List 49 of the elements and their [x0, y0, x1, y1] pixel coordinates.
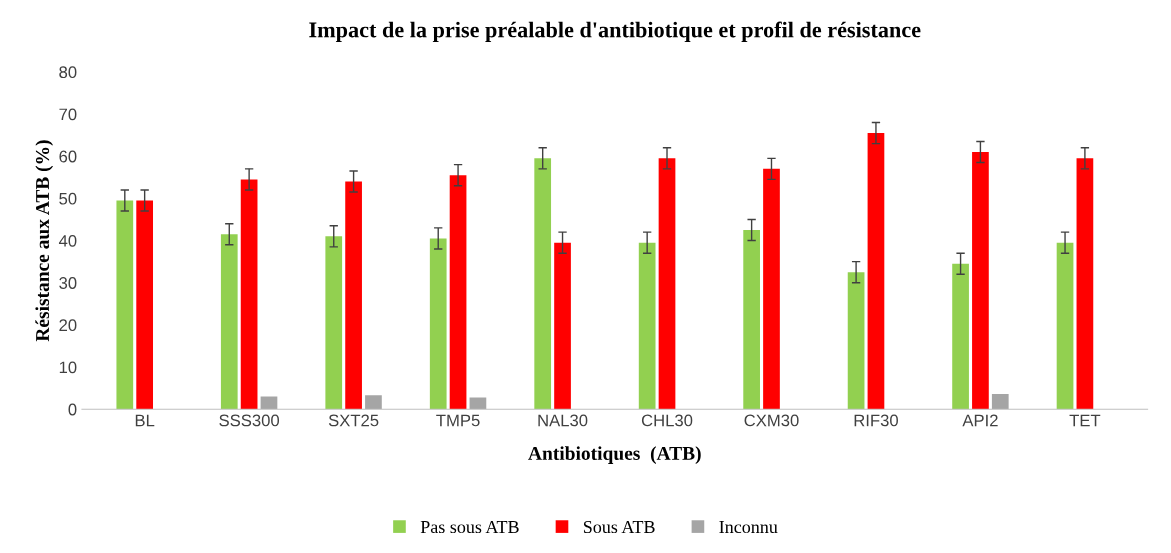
chart-title: Impact de la prise préalable d'antibiotique et profil de résistance — [309, 21, 921, 42]
x-tick-label: SXT25 — [328, 414, 379, 427]
bar — [743, 230, 760, 410]
legend-label: Inconnu — [719, 521, 778, 534]
bar — [658, 158, 676, 410]
y-tick-label: 40 — [58, 234, 77, 247]
bar — [847, 272, 865, 410]
x-tick-label: API2 — [962, 414, 998, 427]
y-axis-title: Résistance aux ATB (%) — [35, 140, 54, 342]
bar — [991, 394, 1009, 410]
bar — [429, 238, 447, 410]
y-tick-label: 10 — [59, 361, 77, 374]
bar — [638, 242, 656, 410]
bar — [972, 152, 989, 410]
legend-label: Pas sous ATB — [420, 520, 519, 534]
bar — [449, 175, 467, 410]
bar — [260, 396, 278, 410]
y-tick-label: 60 — [59, 150, 77, 163]
bar — [345, 181, 362, 410]
bar — [867, 133, 885, 410]
legend-label: Sous ATB — [583, 520, 655, 534]
y-tick-label: 80 — [59, 66, 77, 79]
bar — [534, 158, 552, 410]
bar — [136, 200, 154, 410]
y-tick-label: 20 — [59, 319, 77, 332]
bar — [325, 236, 343, 410]
bar — [1076, 158, 1094, 410]
bar — [116, 200, 134, 410]
x-axis-title: Antibiotiques (ATB) — [528, 446, 701, 464]
y-tick-label: 70 — [59, 108, 77, 121]
x-tick-label: BL — [135, 414, 155, 427]
x-tick-label: TET — [1069, 414, 1101, 427]
bar — [763, 168, 780, 410]
y-tick-label: 50 — [59, 192, 77, 205]
x-tick-label: SSS300 — [219, 414, 280, 427]
x-tick-label: CXM30 — [744, 414, 799, 427]
bar — [554, 242, 571, 410]
bar — [365, 395, 382, 410]
x-tick-label: CHL30 — [641, 414, 693, 427]
bar — [469, 397, 487, 410]
x-tick-label: RIF30 — [854, 414, 898, 427]
y-tick-label: 0 — [68, 403, 77, 416]
x-tick-label: NAL30 — [538, 414, 588, 427]
y-tick-label: 30 — [59, 277, 77, 289]
bar — [952, 263, 969, 410]
bar — [1056, 242, 1074, 410]
x-tick-label: TMP5 — [436, 414, 480, 427]
bar — [240, 179, 258, 410]
bar — [220, 234, 238, 410]
